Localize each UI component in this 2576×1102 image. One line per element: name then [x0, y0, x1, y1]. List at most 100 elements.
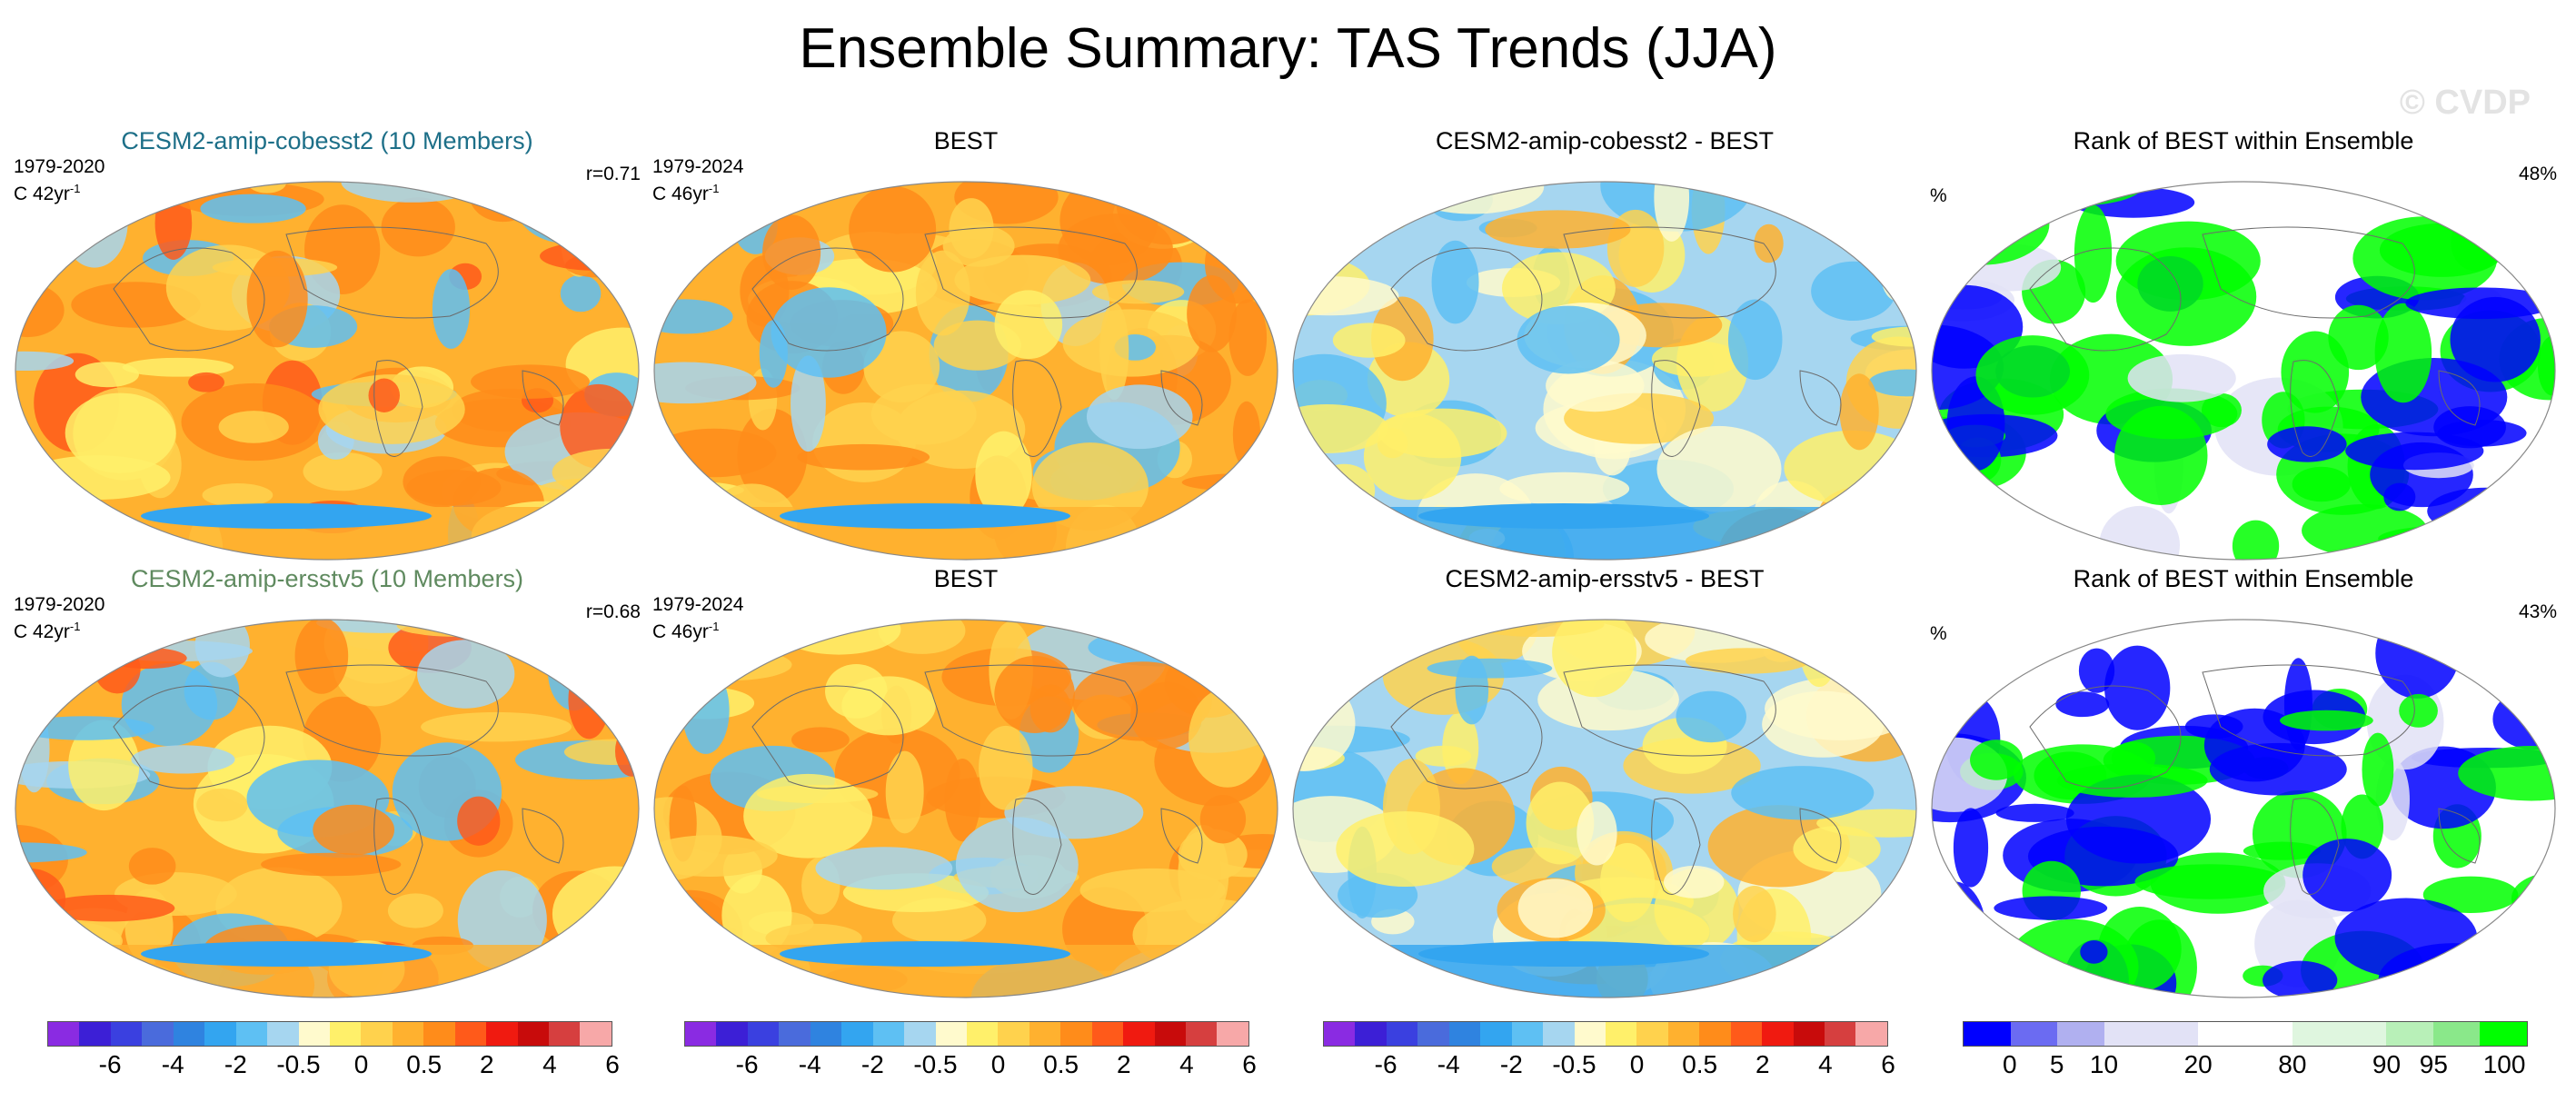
map-field-patch [1499, 472, 1630, 506]
panel-title: CESM2-amip-ersstv5 - BEST [1445, 565, 1765, 592]
map-field-patch [681, 667, 730, 754]
colorbar-swatch [1355, 1022, 1387, 1046]
coastline [522, 808, 564, 864]
colorbar-swatch [1154, 1022, 1186, 1046]
colorbar-swatch [2198, 1022, 2246, 1046]
map-field-patch [1199, 795, 1247, 844]
panel-row2-col1: CESM2-amip-ersstv5 (10 Members) 1979-202… [14, 565, 641, 998]
colorbar-tick-label: 0 [1629, 1050, 1645, 1078]
coastline [113, 247, 265, 352]
colorbar-tick-label: -2 [1499, 1050, 1523, 1078]
panel-period: 1979-2024 [652, 156, 744, 177]
coastline [1563, 226, 1776, 319]
map-field-patch [2458, 746, 2555, 801]
map-southern-ocean-anomaly [1418, 941, 1709, 967]
map-field-patch [1091, 280, 1185, 304]
panel-row2-col2: BEST 1979-2024 C 46yr-1 [652, 565, 1279, 998]
map-field-patch [1599, 842, 1656, 923]
map-field-patch [2399, 693, 2438, 728]
map-field-patch [1363, 412, 1462, 501]
map-field-patch [368, 378, 401, 412]
colorbar-swatch [810, 1022, 842, 1046]
map-field-patch [303, 452, 383, 491]
coastline [1012, 798, 1062, 895]
colorbar-swatch [204, 1022, 236, 1046]
panel-units-exponent: -1 [708, 620, 720, 633]
coastline [1390, 685, 1543, 789]
map-field-patch [33, 620, 64, 670]
map-field-patch [1932, 510, 1970, 533]
colorbar-tick-label: 5 [2049, 1050, 2064, 1078]
colorbar-swatch [142, 1022, 174, 1046]
panel-units: C 42yr [14, 184, 70, 204]
map-border [15, 181, 640, 561]
map-field-patch [2115, 247, 2257, 346]
map-field-patch [1663, 865, 1725, 898]
map-field-patch [128, 848, 176, 885]
panel-correlation: r=0.71 [585, 164, 641, 184]
cvdp-watermark: © CVDP [2399, 84, 2531, 122]
colorbar-swatch [1730, 1022, 1763, 1046]
map-border [1292, 181, 1917, 561]
panel-units: C 46yr [652, 621, 709, 642]
colorbar-tick-label: 80 [2278, 1050, 2307, 1078]
colorbar-swatch [841, 1022, 873, 1046]
global-map-model [15, 181, 640, 561]
panel-units-exponent: -1 [708, 182, 720, 195]
map-field-patch [200, 194, 306, 223]
panel-units-exponent: -1 [69, 620, 81, 633]
map-field-patch [2134, 864, 2285, 899]
map-field-patch [2302, 839, 2392, 912]
map-field-patch [1293, 182, 1358, 222]
map-field-patch [2328, 304, 2389, 371]
map-field-patch [654, 960, 726, 998]
colorbar-swatch [1793, 1022, 1825, 1046]
map-field-patch [1676, 690, 1747, 743]
coastline [2438, 370, 2481, 426]
map-field-patch [1848, 648, 1904, 678]
map-field-patch [1859, 204, 1887, 259]
map-field-patch [1517, 879, 1594, 938]
map-field-patch [1953, 620, 2006, 665]
coastline [1012, 360, 1062, 457]
colorbar-swatch [1543, 1022, 1575, 1046]
map-field-patch [1806, 519, 1847, 560]
map-field-patch [2114, 405, 2208, 505]
panel-rank-percent: 43% [2518, 601, 2557, 622]
map-field-patch [1932, 967, 2064, 998]
map-field-patch [2522, 884, 2555, 943]
coastline [285, 226, 499, 319]
colorbar-4-labels: 0 5 10 20 80 90 95 100 [1963, 1047, 2528, 1083]
map-field-patch [1088, 628, 1236, 667]
map-field-patch [812, 402, 917, 482]
map-field-patch [791, 727, 850, 753]
map-field-patch [568, 660, 611, 740]
colorbar-tick-label: 6 [1242, 1050, 1257, 1078]
colorbar-swatch [2151, 1022, 2199, 1046]
colorbar-swatch [1605, 1022, 1637, 1046]
map-field-patch [2065, 774, 2212, 864]
colorbar-swatch [1699, 1022, 1731, 1046]
panel-units: C 46yr [652, 184, 709, 204]
coastline [285, 664, 499, 757]
map-field-patch [878, 620, 966, 654]
colorbar-swatch [935, 1022, 967, 1046]
map-field-patch [1427, 658, 1553, 679]
colorbar-swatch [1448, 1022, 1481, 1046]
global-map-observations [653, 181, 1278, 561]
map-field-patch [15, 351, 75, 372]
coastline [1799, 370, 1842, 426]
colorbar-swatch [1029, 1022, 1061, 1046]
map-field-patch [15, 716, 154, 740]
map-field-patch [261, 852, 402, 877]
colorbar-swatch [79, 1022, 111, 1046]
colorbar-swatch [779, 1022, 811, 1046]
colorbar-2 [684, 1021, 1249, 1047]
map-field-patch [1881, 254, 1916, 303]
panel-units: % [1930, 623, 1947, 644]
map-field-patch [1313, 463, 1376, 518]
colorbar-tick-label: 4 [1179, 1050, 1194, 1078]
map-field-patch [1187, 275, 1237, 352]
map-field-patch [849, 185, 937, 273]
map-field-patch [1932, 625, 1987, 717]
